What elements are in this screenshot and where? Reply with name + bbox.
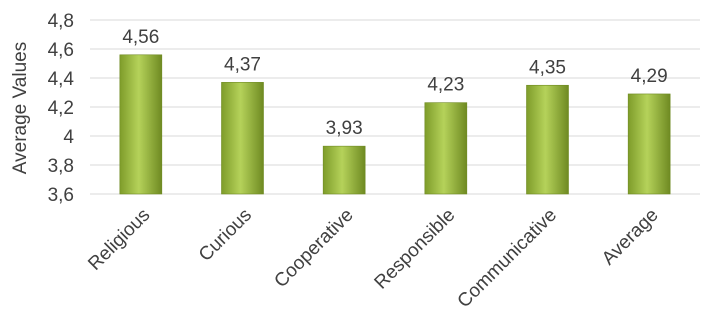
y-tick-label: 4,2 xyxy=(48,98,74,119)
bar-religious xyxy=(119,54,163,195)
y-tick-label: 3,6 xyxy=(48,185,74,206)
y-axis-ticks: 3,6 3,8 4 4,2 4,4 4,6 4,8 xyxy=(48,11,75,206)
y-tick-label: 3,8 xyxy=(48,156,74,177)
bar-average xyxy=(627,93,671,195)
data-labels: 4,56 4,37 3,93 4,23 4,35 4,29 xyxy=(122,27,667,139)
data-label: 4,35 xyxy=(529,57,566,78)
data-label: 3,93 xyxy=(326,118,363,139)
data-label: 4,23 xyxy=(427,75,464,96)
bar-communicative xyxy=(526,84,569,195)
category-label: Communicative xyxy=(454,205,561,312)
y-tick-label: 4,8 xyxy=(48,11,74,32)
data-label: 4,29 xyxy=(631,66,668,87)
category-label: Average xyxy=(598,205,663,270)
bars xyxy=(119,54,671,195)
category-label: Cooperative xyxy=(270,205,357,292)
data-label: 4,37 xyxy=(224,54,261,75)
gridlines xyxy=(90,19,700,195)
category-labels: Religious Curious Cooperative ResponsibleCo… xyxy=(84,205,662,312)
category-label: Responsible xyxy=(371,205,460,294)
y-tick-label: 4 xyxy=(63,127,74,148)
category-label: Religious xyxy=(84,205,154,275)
bar-cooperative xyxy=(322,145,366,195)
category-label: Curious xyxy=(195,205,256,266)
bar-curious xyxy=(221,82,264,195)
y-tick-label: 4,4 xyxy=(48,69,75,90)
y-axis-title: Average Values xyxy=(10,42,31,174)
bar-responsible xyxy=(424,102,468,195)
data-label: 4,56 xyxy=(122,27,159,48)
y-tick-label: 4,6 xyxy=(48,40,74,61)
